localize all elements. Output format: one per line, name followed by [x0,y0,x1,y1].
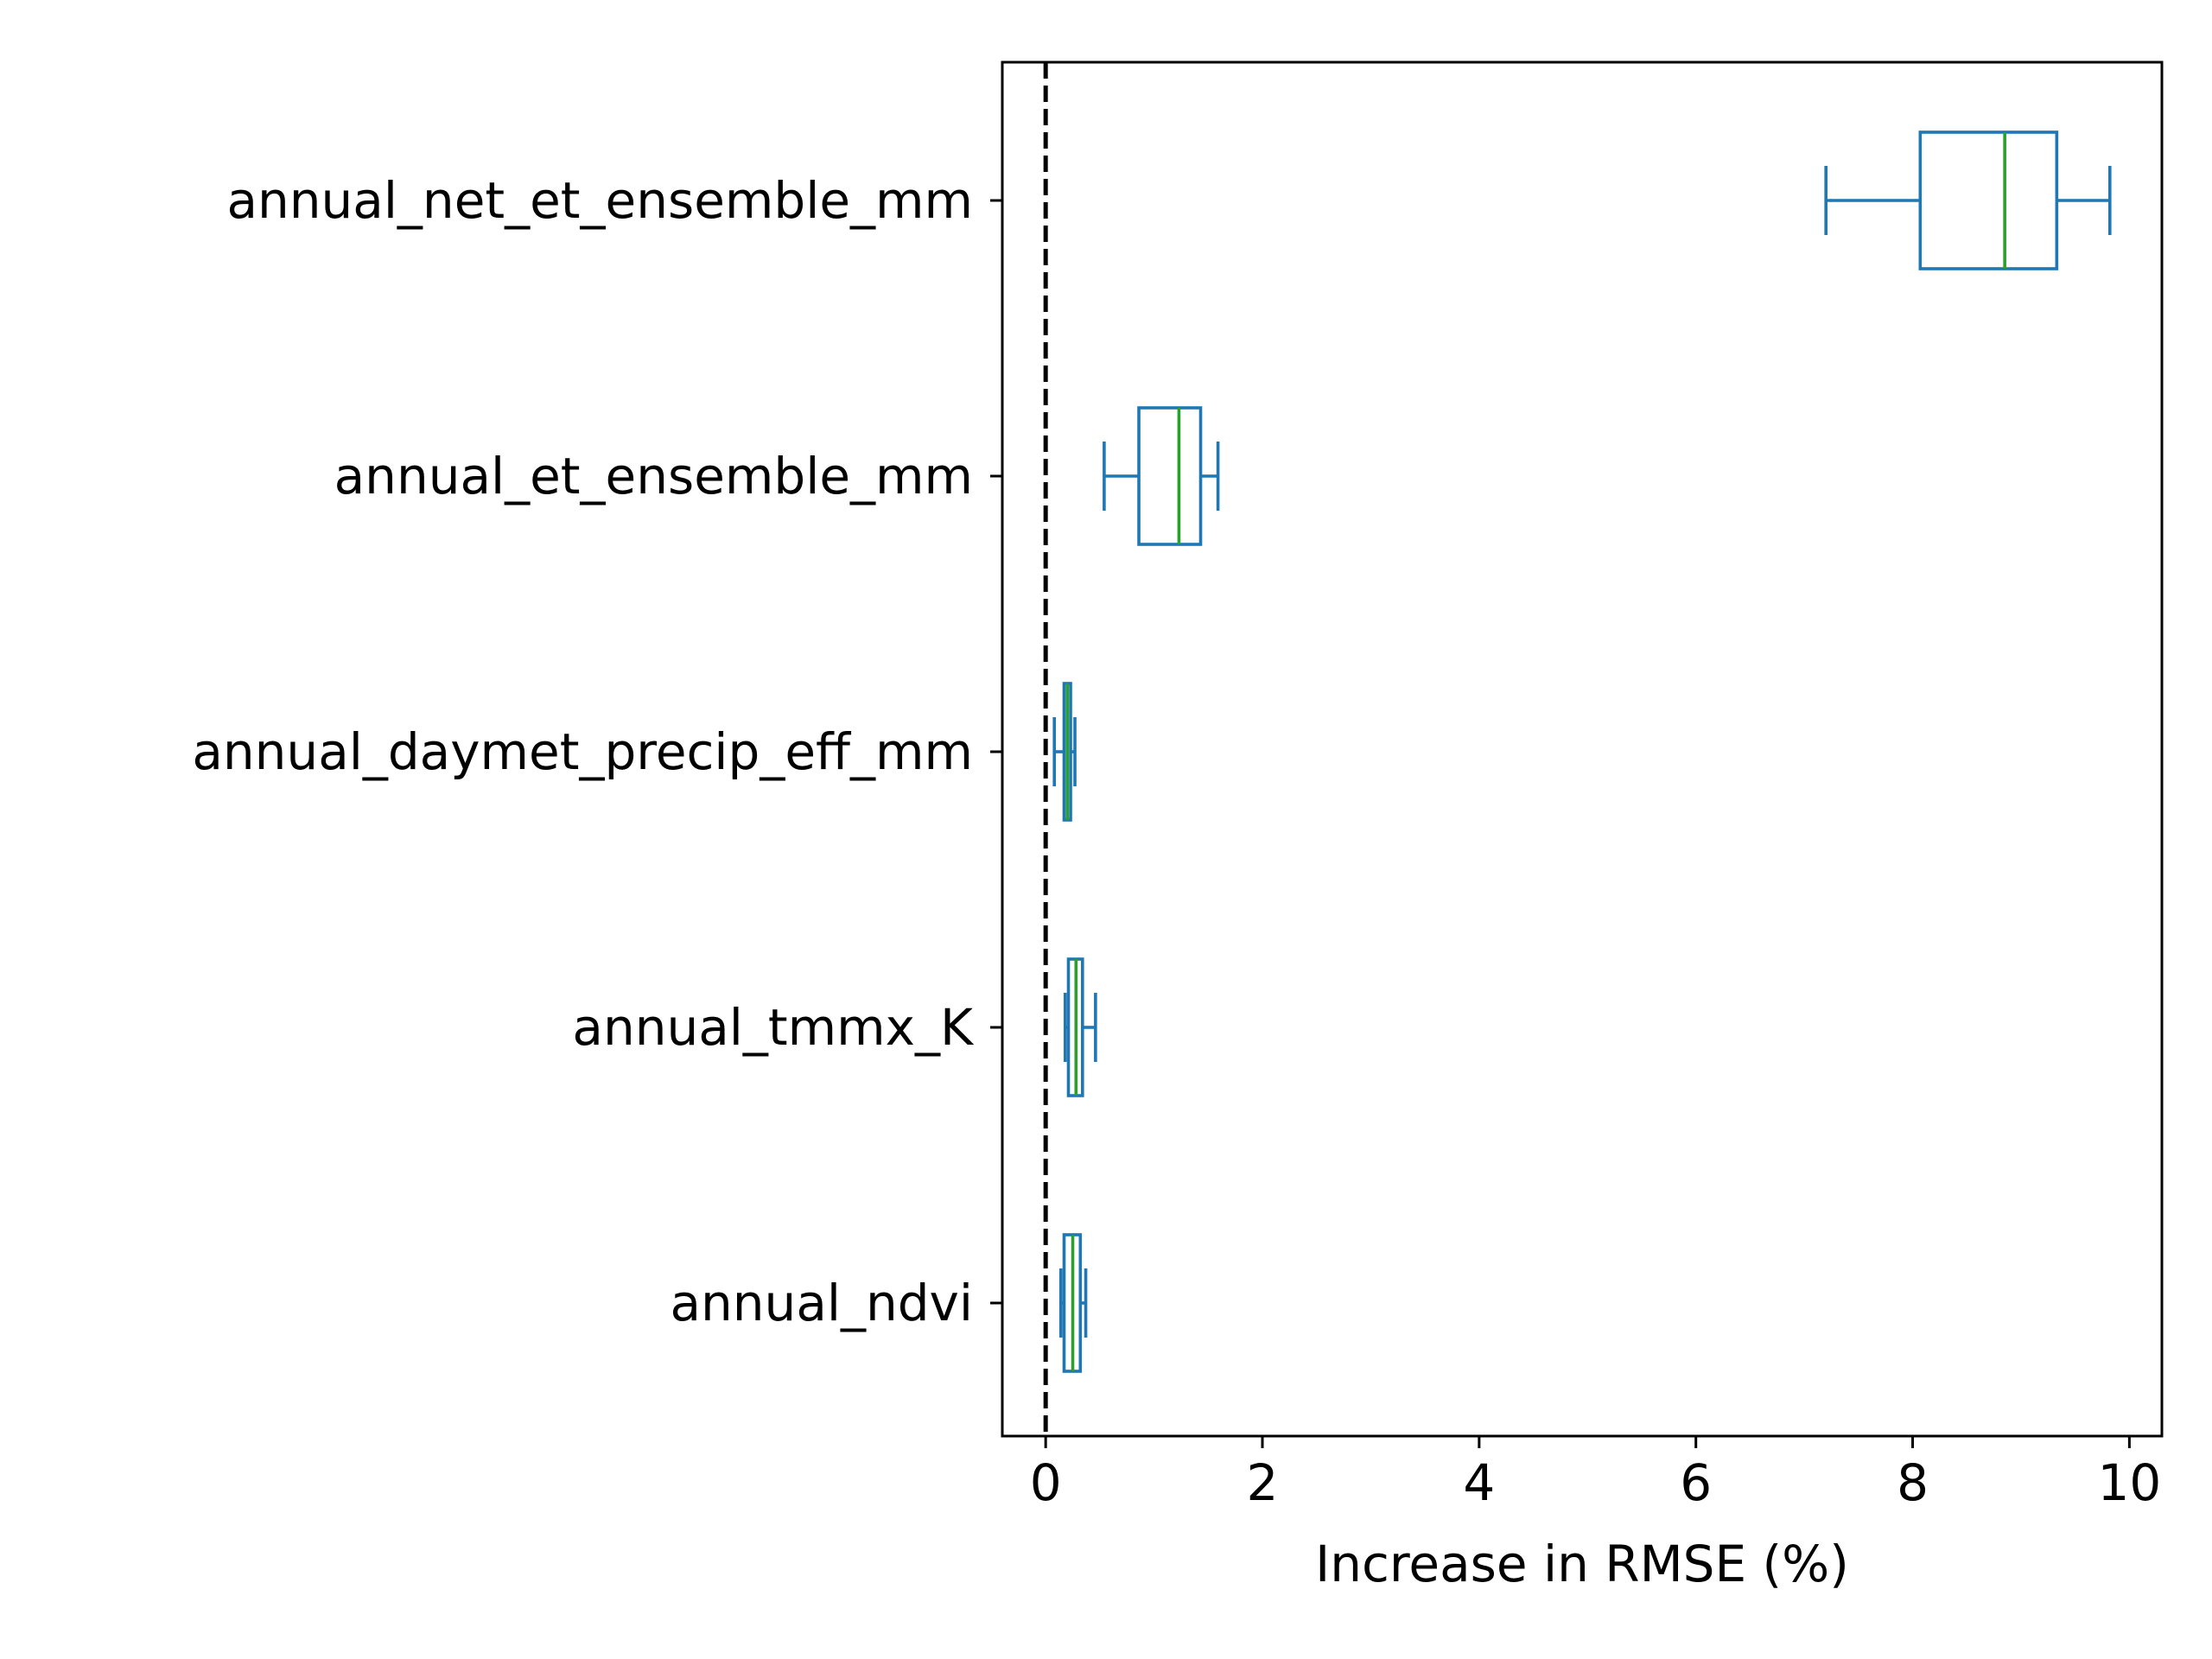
box-annual_ndvi [1058,1233,1088,1373]
box-iqr [1137,406,1203,546]
y-tick-label: annual_daymet_precip_eff_mm [192,722,973,781]
x-tick-label: 10 [2097,1453,2161,1512]
axes-frame [1001,60,2164,1438]
y-tick-label: annual_ndvi [671,1274,974,1332]
y-tick-label: annual_tmmx_K [572,998,975,1057]
box-annual_net_et_ensemble_mm [1824,130,2112,270]
y-tick-label: annual_net_et_ensemble_mm [226,171,973,230]
x-tick-label: 4 [1463,1453,1495,1512]
box-annual_daymet_precip_eff_mm [1052,682,1077,822]
boxes-layer [1052,130,2112,1373]
y-axis: annual_net_et_ensemble_mm annual_et_ensem… [192,171,1002,1332]
y-tick-label: annual_et_ensemble_mm [334,447,973,505]
box-iqr [1918,130,2059,270]
box-annual_tmmx_K [1063,957,1097,1097]
x-tick-label: 0 [1030,1453,1062,1512]
x-tick-label: 6 [1680,1453,1712,1512]
plot-area [1001,60,2164,1438]
x-axis: 0 2 4 6 8 10 [1030,1436,2161,1512]
x-tick-label: 2 [1247,1453,1279,1512]
x-tick-label: 8 [1897,1453,1929,1512]
x-axis-label: Increase in RMSE (%) [1315,1535,1849,1593]
box-annual_et_ensemble_mm [1103,406,1220,546]
